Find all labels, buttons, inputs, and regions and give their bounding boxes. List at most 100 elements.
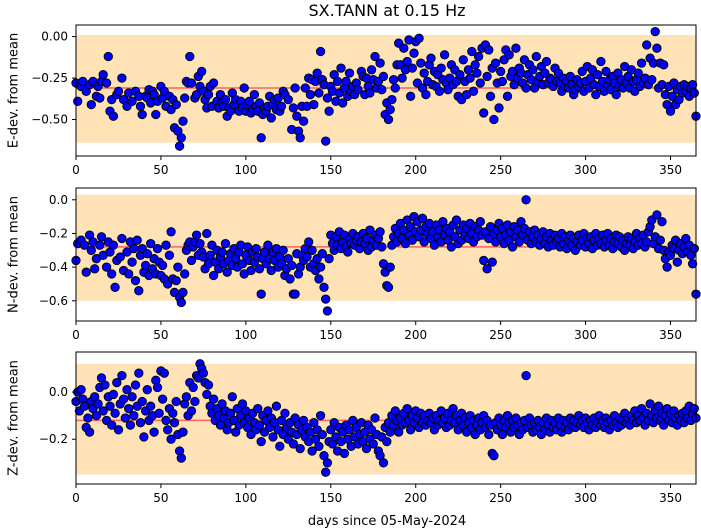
data-point <box>107 420 117 430</box>
data-point <box>113 425 124 435</box>
data-point <box>655 235 665 245</box>
data-point <box>290 83 300 93</box>
data-point <box>256 436 266 447</box>
data-point <box>426 53 436 63</box>
data-point <box>79 240 90 250</box>
data-point <box>171 396 181 407</box>
data-point <box>197 66 207 77</box>
data-point <box>315 262 326 272</box>
data-point <box>473 51 484 62</box>
data-point <box>266 113 276 123</box>
data-point <box>402 56 412 67</box>
data-point <box>205 250 215 260</box>
data-point <box>521 83 531 93</box>
data-point <box>127 392 137 402</box>
data-point <box>220 94 231 105</box>
data-point <box>662 262 672 272</box>
data-point <box>130 380 141 390</box>
x-tick-label: 150 <box>319 491 342 505</box>
x-tick-label: 350 <box>659 491 682 505</box>
data-point <box>180 93 190 103</box>
data-point <box>689 243 699 254</box>
data-point <box>208 270 219 281</box>
data-point <box>202 389 212 400</box>
data-point <box>304 237 314 247</box>
data-point <box>90 264 100 274</box>
data-point <box>482 71 492 82</box>
data-point <box>178 116 188 126</box>
data-point <box>377 242 387 252</box>
data-point <box>399 43 409 53</box>
x-tick-label: 0 <box>72 163 80 177</box>
data-point <box>256 289 266 299</box>
data-point <box>496 66 506 77</box>
data-point <box>314 274 324 284</box>
data-point <box>315 46 326 57</box>
x-tick-label: 100 <box>234 491 257 505</box>
data-point <box>254 264 265 274</box>
data-point <box>146 238 156 249</box>
data-point <box>217 247 227 257</box>
data-point <box>268 432 278 442</box>
x-tick-label: 100 <box>234 163 257 177</box>
data-point <box>592 70 603 80</box>
data-point <box>290 289 300 299</box>
data-point <box>504 50 514 60</box>
data-point <box>198 368 209 378</box>
data-point <box>645 399 655 409</box>
data-point <box>166 227 176 237</box>
data-point <box>489 451 499 461</box>
data-point <box>278 245 288 255</box>
data-point <box>275 441 285 451</box>
data-point <box>180 269 190 279</box>
data-point <box>479 255 489 266</box>
data-point <box>127 96 137 106</box>
data-point <box>288 103 299 113</box>
x-tick-label: 200 <box>404 328 427 342</box>
data-point <box>202 228 212 239</box>
data-point <box>168 408 178 418</box>
data-point <box>494 103 504 113</box>
data-point <box>322 93 333 103</box>
data-point <box>76 385 86 395</box>
data-point <box>377 85 387 95</box>
data-point <box>388 75 399 85</box>
data-point <box>101 262 112 272</box>
x-tick-label: 150 <box>319 163 342 177</box>
data-point <box>178 427 188 437</box>
data-point <box>117 73 127 83</box>
data-point <box>390 406 400 416</box>
data-point <box>227 392 237 402</box>
data-point <box>190 396 200 407</box>
data-point <box>332 76 343 87</box>
data-point <box>176 297 186 308</box>
data-point <box>365 88 375 98</box>
y-tick-label: 0.00 <box>41 30 68 44</box>
data-point <box>115 252 125 262</box>
data-point <box>98 70 108 80</box>
data-point <box>489 114 499 125</box>
data-point <box>244 96 254 106</box>
data-point <box>203 380 214 390</box>
data-point <box>484 429 494 440</box>
data-point <box>475 217 485 227</box>
data-point <box>366 65 377 75</box>
data-point <box>375 227 385 237</box>
data-point <box>186 255 197 266</box>
data-point <box>451 215 462 225</box>
data-point <box>105 401 115 411</box>
points <box>71 26 701 151</box>
data-point <box>173 262 183 272</box>
data-point <box>382 436 392 447</box>
data-point <box>86 245 96 255</box>
data-point <box>507 242 518 252</box>
data-point <box>159 368 169 378</box>
data-point <box>166 434 176 444</box>
data-point <box>188 382 198 393</box>
data-point <box>317 249 327 259</box>
data-point <box>672 257 682 267</box>
x-tick-label: 0 <box>72 328 80 342</box>
data-point <box>482 264 492 274</box>
data-point <box>458 55 468 65</box>
data-point <box>134 286 144 296</box>
